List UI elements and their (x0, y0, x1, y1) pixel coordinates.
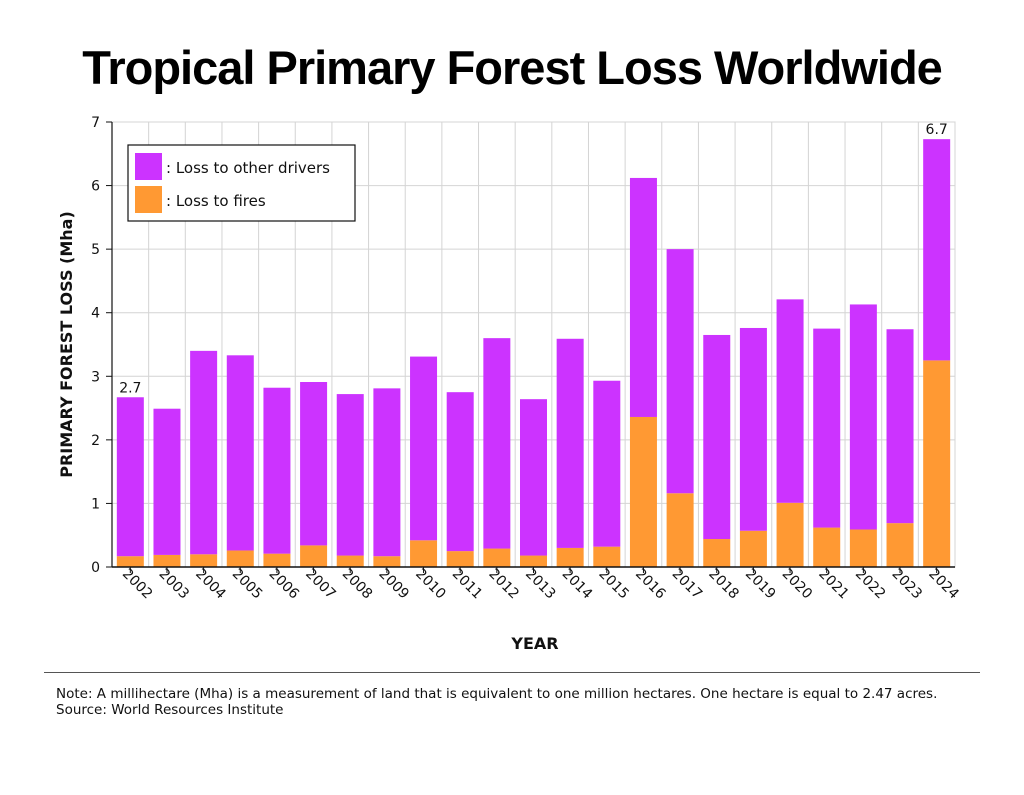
bar-fires-2005 (226, 550, 254, 567)
x-tick-label: 2014 (559, 566, 596, 603)
note-text: Note: A millihectare (Mha) is a measurem… (56, 686, 938, 702)
y-axis-title: PRIMARY FOREST LOSS (Mha) (57, 211, 76, 478)
bar-fires-2019 (739, 530, 767, 567)
x-tick-label: 2019 (742, 566, 779, 603)
bar-fires-2008 (336, 555, 364, 567)
bar-other-drivers-2014 (556, 338, 584, 548)
bar-other-drivers-2012 (483, 338, 511, 549)
bar-fires-2017 (666, 493, 694, 567)
y-tick-label: 2 (91, 433, 100, 449)
bar-fires-2004 (190, 554, 218, 567)
x-tick-label: 2007 (302, 566, 339, 603)
bar-other-drivers-2011 (446, 392, 474, 552)
bar-other-drivers-2006 (263, 387, 291, 554)
y-tick-label: 1 (91, 496, 100, 512)
legend-swatch-fires (135, 186, 162, 213)
x-tick-label: 2018 (705, 566, 742, 603)
bar-fires-2003 (153, 554, 181, 567)
bar-other-drivers-2009 (373, 388, 401, 557)
legend-label-other-drivers: : Loss to other drivers (166, 159, 330, 177)
x-tick-label: 2024 (925, 566, 962, 603)
bar-fires-2014 (556, 547, 584, 567)
bars (116, 139, 951, 567)
bar-other-drivers-2019 (739, 327, 767, 531)
bar-other-drivers-2017 (666, 249, 694, 494)
source-text: Source: World Resources Institute (56, 702, 284, 718)
y-tick-label: 4 (91, 306, 100, 322)
bar-other-drivers-2021 (813, 328, 841, 528)
bar-fires-2012 (483, 548, 511, 567)
y-tick-label: 6 (91, 179, 100, 195)
x-tick-label: 2012 (485, 566, 522, 603)
x-tick-label: 2022 (852, 566, 889, 603)
bar-other-drivers-2018 (703, 334, 731, 540)
bar-fires-2024 (923, 360, 951, 567)
bar-other-drivers-2023 (886, 329, 914, 524)
bar-fires-2015 (593, 546, 621, 567)
bar-other-drivers-2007 (300, 382, 328, 546)
bar-other-drivers-2003 (153, 408, 181, 555)
bar-other-drivers-2010 (410, 356, 438, 541)
bar-fires-2022 (849, 529, 877, 567)
bar-other-drivers-2024 (923, 139, 951, 361)
footer-divider (44, 672, 980, 673)
bar-other-drivers-2008 (336, 394, 364, 556)
legend-box (127, 144, 356, 222)
x-tick-label: 2008 (339, 566, 376, 603)
bar-fires-2020 (776, 502, 804, 567)
x-tick-label: 2003 (156, 566, 193, 603)
bar-fires-2009 (373, 556, 401, 567)
bar-fires-2010 (410, 540, 438, 567)
footer-notes: Note: A millihectare (Mha) is a measurem… (56, 686, 956, 718)
bar-other-drivers-2020 (776, 299, 804, 503)
x-tick-label: 2009 (375, 566, 412, 603)
y-tick-label: 7 (91, 115, 100, 131)
bar-fires-2023 (886, 523, 914, 567)
x-tick-label: 2023 (889, 566, 926, 603)
x-tick-label: 2006 (266, 566, 303, 603)
bar-fires-2016 (629, 416, 657, 567)
legend-swatch-other-drivers (135, 153, 162, 180)
chart-title: Tropical Primary Forest Loss Worldwide (82, 41, 943, 94)
bar-other-drivers-2022 (849, 304, 877, 530)
x-tick-label: 2002 (119, 566, 156, 603)
bar-other-drivers-2013 (520, 399, 547, 556)
x-tick-label: 2005 (229, 566, 266, 603)
bar-fires-2011 (446, 551, 474, 567)
x-tick-label: 2011 (449, 566, 486, 603)
x-tick-label: 2016 (632, 566, 669, 603)
x-tick-label: 2017 (669, 566, 706, 603)
x-tick-label: 2021 (815, 566, 852, 603)
y-tick-label: 5 (91, 242, 100, 258)
legend-label-fires: : Loss to fires (166, 192, 266, 210)
bar-fires-2013 (520, 555, 547, 567)
bar-other-drivers-2015 (593, 380, 621, 547)
x-tick-label: 2015 (595, 566, 632, 603)
bar-other-drivers-2005 (226, 355, 254, 551)
stacked-bar-chart: 0 1 2 3 4 5 6 7 2002 2003 2004 2005 2006 2007 2008 2009… (57, 115, 962, 653)
bar-fires-2018 (703, 539, 731, 567)
x-tick-label: 2004 (192, 566, 229, 603)
axes (106, 121, 955, 573)
bar-fires-2002 (116, 556, 144, 567)
data-label-2002: 2.7 (119, 380, 141, 396)
x-tick-label: 2020 (779, 566, 816, 603)
bar-fires-2006 (263, 553, 291, 567)
x-tick-label: 2010 (412, 566, 449, 603)
bar-other-drivers-2002 (116, 397, 144, 557)
bar-fires-2021 (813, 527, 841, 567)
y-tick-label: 3 (91, 369, 100, 385)
x-tick-label: 2013 (522, 566, 559, 603)
bar-other-drivers-2016 (629, 177, 657, 417)
bar-other-drivers-2004 (190, 350, 218, 555)
data-label-2024: 6.7 (926, 122, 948, 138)
legend: : Loss to other drivers : Loss to fires (127, 144, 356, 222)
bar-fires-2007 (300, 545, 328, 567)
x-axis-title: YEAR (510, 634, 558, 653)
y-tick-label: 0 (91, 560, 100, 576)
